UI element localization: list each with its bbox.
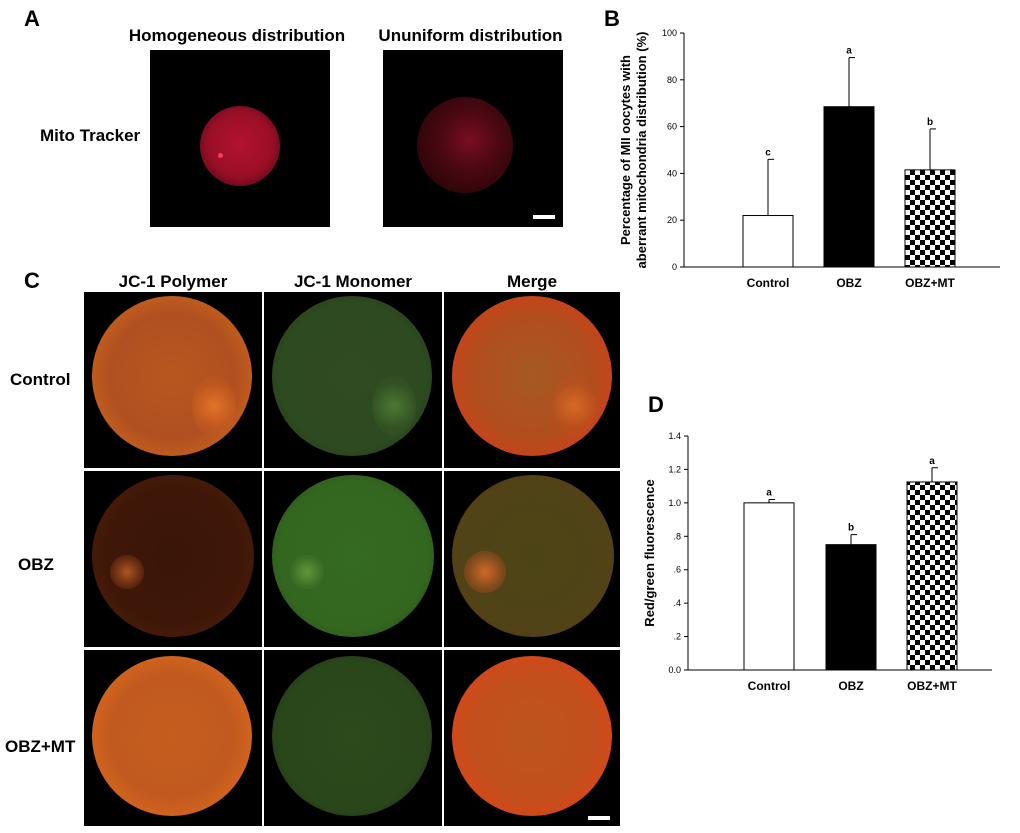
jc1-control-monomer: [264, 292, 442, 468]
y-axis-label: Red/green fluorescence: [642, 479, 657, 626]
y-tick-label: 0: [672, 262, 677, 272]
polar-body: [552, 376, 596, 436]
category-label: OBZ+MT: [905, 276, 955, 290]
category-label: OBZ+MT: [907, 679, 957, 693]
oocyte: [272, 475, 434, 637]
y-tick-label: 1.0: [668, 498, 681, 508]
bar-control: [743, 502, 795, 671]
oocyte: [417, 97, 513, 193]
y-axis-label: aberrant mitochondria distribution (%): [634, 32, 649, 269]
mito-ununiform-image: [383, 50, 563, 227]
y-tick-label: 20: [667, 215, 677, 225]
jc1-obz-merge: [444, 471, 620, 647]
panel-b-label: B: [604, 6, 620, 31]
oocyte: [452, 656, 612, 816]
bar-control: [742, 215, 794, 268]
panel-a-label: A: [24, 6, 40, 31]
bar-obz: [823, 106, 875, 268]
significance-letter: a: [766, 488, 772, 499]
jc1-obz-polymer: [84, 471, 262, 647]
significance-letter: b: [848, 523, 854, 534]
panel-c-label: C: [24, 268, 40, 293]
y-tick-label: 40: [667, 168, 677, 178]
oocyte: [92, 656, 252, 816]
scale-bar: [533, 215, 555, 219]
jc1-obz-mt-merge: [444, 650, 620, 826]
panel-c-title-merge: Merge: [506, 272, 558, 291]
oocyte: [200, 106, 280, 186]
panel-c-row-control: Control: [10, 370, 71, 389]
jc1-obz-monomer: [264, 471, 442, 647]
oocyte: [92, 296, 252, 456]
polar-body: [372, 376, 416, 436]
polar-body: [192, 376, 236, 436]
oocyte: [272, 656, 432, 816]
jc1-obz-mt-monomer: [264, 650, 442, 826]
mito-homogeneous-image: [150, 50, 330, 227]
y-tick-label: 1.2: [668, 464, 681, 474]
y-tick-label: 60: [667, 122, 677, 132]
panel-c-title-polymer: JC-1 Polymer: [118, 272, 228, 291]
oocyte: [452, 296, 612, 456]
bar-obz: [825, 544, 877, 671]
y-tick-label: .6: [673, 565, 681, 575]
scale-bar: [588, 816, 610, 820]
y-tick-label: 0.0: [668, 665, 681, 675]
bar-obz-mt: [906, 481, 958, 671]
y-tick-label: 1.4: [668, 431, 681, 441]
oocyte: [92, 475, 254, 637]
significance-letter: b: [927, 117, 933, 128]
bar-obz-mt: [904, 169, 956, 268]
y-tick-label: 100: [662, 28, 677, 38]
panel-c-title-monomer: JC-1 Monomer: [293, 272, 413, 291]
category-label: Control: [748, 679, 791, 693]
y-axis-label: Percentage of MII oocytes with: [618, 55, 633, 245]
y-tick-label: .4: [673, 598, 681, 608]
panel-c-row-obz: OBZ: [18, 555, 54, 574]
y-tick-label: 80: [667, 75, 677, 85]
panel-c-row-obz-mt: OBZ+MT: [5, 737, 76, 756]
y-tick-label: .2: [673, 632, 681, 642]
bright-cluster: [290, 555, 324, 589]
oocyte: [272, 296, 432, 456]
panel-d-label: D: [648, 392, 664, 417]
category-label: OBZ: [836, 276, 861, 290]
significance-letter: a: [929, 456, 935, 467]
jc1-control-merge: [444, 292, 620, 468]
bright-cluster: [464, 551, 506, 593]
jc1-control-polymer: [84, 292, 262, 468]
bright-cluster: [110, 555, 144, 589]
panel-b-chart: 0 20 40 60 80 100 c Control a OBZ b OBZ+MT Percentag…: [618, 28, 1000, 290]
category-label: OBZ: [838, 679, 863, 693]
panel-a-title-homogeneous: Homogeneous distribution: [128, 26, 346, 45]
bright-spot: [218, 153, 223, 158]
category-label: Control: [747, 276, 790, 290]
panel-d-chart: 0.0 .2 .4 .6 .8 1.0 1.2 1.4 a Control b OBZ a OBZ+MT R…: [642, 431, 992, 693]
significance-letter: c: [765, 147, 771, 158]
significance-letter: a: [846, 46, 852, 57]
y-tick-label: .8: [673, 531, 681, 541]
jc1-obz-mt-polymer: [84, 650, 262, 826]
panel-a-title-ununiform: Ununiform distribution: [378, 26, 563, 45]
panel-a-row-mito-tracker: Mito Tracker: [40, 126, 141, 145]
